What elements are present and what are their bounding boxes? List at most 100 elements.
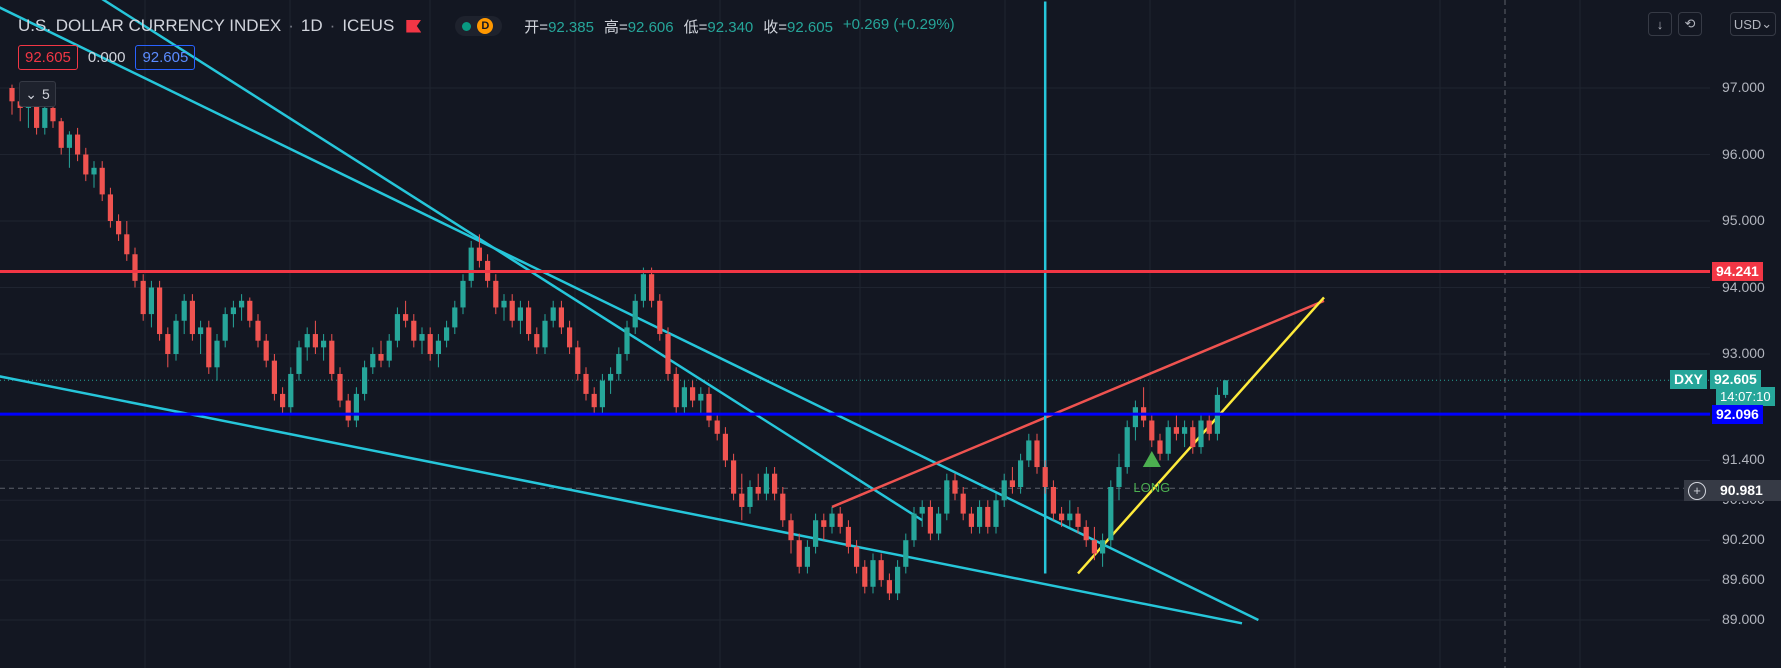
candle (444, 320, 450, 348)
candle (714, 413, 720, 441)
candle-body (624, 327, 630, 354)
candle (222, 307, 228, 348)
candle-body (370, 354, 376, 368)
candle (1190, 420, 1196, 454)
candle-body (34, 101, 40, 128)
flag-icon[interactable] (406, 19, 422, 33)
candle-body (386, 340, 392, 361)
candle-body (911, 513, 917, 541)
candle (1091, 526, 1097, 561)
candle-body (599, 380, 605, 408)
candle-body (222, 314, 228, 341)
candle-body (673, 373, 679, 408)
candle-body (657, 300, 663, 335)
candle-body (9, 88, 15, 102)
candle-body (1182, 427, 1188, 434)
candle (796, 533, 802, 574)
candle (927, 500, 933, 541)
candle (509, 294, 515, 328)
price-axis-tick: 90.200 (1722, 531, 1765, 548)
candlestick-series (9, 84, 1229, 601)
candle (960, 487, 966, 521)
candle-body (960, 493, 966, 514)
candle (911, 506, 917, 547)
candle-body (263, 340, 269, 361)
trendline (831, 299, 1325, 509)
candle-body (944, 480, 950, 514)
symbol-name[interactable]: U.S. DOLLAR CURRENCY INDEX (18, 16, 282, 35)
interval-badge: D (477, 18, 494, 34)
candle-body (755, 487, 761, 494)
candle (854, 540, 860, 574)
scroll-to-realtime-button[interactable]: ↓ (1648, 12, 1672, 36)
candle (731, 453, 737, 501)
candle-body (1018, 460, 1024, 487)
candle-body (304, 334, 310, 348)
indicator-value-3: 92.605 (135, 45, 196, 70)
candle (353, 387, 359, 428)
candle-body (378, 354, 384, 361)
candle (706, 387, 712, 428)
candle-body (460, 280, 466, 308)
last-price-symbol-label: DXY (1670, 370, 1707, 390)
indicators-collapse-button[interactable]: ⌄ 5 (19, 81, 56, 107)
candle (99, 161, 105, 202)
reset-chart-button[interactable]: ⟲ (1678, 12, 1702, 36)
candle (493, 274, 499, 315)
price-axis-tick: 97.000 (1722, 79, 1765, 95)
candle-body (509, 300, 515, 321)
candle (993, 493, 999, 534)
candle-body (1075, 513, 1081, 527)
trendline (0, 6, 1259, 622)
candle-body (75, 134, 81, 155)
ohlc-open: 开=92.385 (524, 18, 594, 36)
candle-body (567, 327, 573, 348)
plus-circle-icon[interactable]: + (1688, 482, 1706, 500)
candle-body (435, 340, 441, 354)
candle (1116, 453, 1122, 501)
arrow-down-icon: ↓ (1656, 16, 1664, 32)
candle (558, 300, 564, 335)
candle-body (165, 334, 171, 354)
candle (468, 240, 474, 288)
market-status-pill[interactable]: D (455, 16, 503, 36)
candle-body (772, 473, 778, 494)
candle (657, 294, 663, 341)
candle-body (157, 287, 163, 335)
interval-label[interactable]: 1D (300, 16, 323, 35)
candle (157, 280, 163, 341)
candle-body (181, 300, 187, 321)
candle (362, 360, 368, 401)
candle-body (870, 560, 876, 587)
candle-body (1157, 440, 1163, 454)
candle (337, 367, 343, 408)
candle-body (968, 513, 974, 527)
candle (1223, 380, 1229, 398)
candle-body (780, 493, 786, 521)
candle (903, 533, 909, 574)
candle-body (1132, 407, 1138, 428)
candle (411, 314, 417, 348)
candle (198, 320, 204, 354)
candle (1198, 413, 1204, 454)
candle (296, 340, 302, 381)
trendline (101, 0, 923, 522)
candle (624, 320, 630, 361)
candle-body (591, 393, 597, 408)
candle-body (230, 307, 236, 315)
candle-body (1059, 513, 1065, 521)
candle-body (739, 493, 745, 507)
candle-body (83, 154, 89, 175)
candle (1001, 473, 1007, 507)
candle-body (337, 373, 343, 401)
candle (968, 506, 974, 534)
currency-select[interactable]: USD ⌄ (1730, 12, 1776, 36)
candle (1182, 420, 1188, 448)
indicator-count: 5 (41, 86, 50, 102)
separator-dot: · (288, 16, 294, 35)
bar-countdown: 14:07:10 (1716, 387, 1775, 406)
long-arrow-icon (1142, 451, 1161, 468)
candle (255, 314, 261, 348)
horizontal-price-lines[interactable] (0, 269, 1710, 416)
